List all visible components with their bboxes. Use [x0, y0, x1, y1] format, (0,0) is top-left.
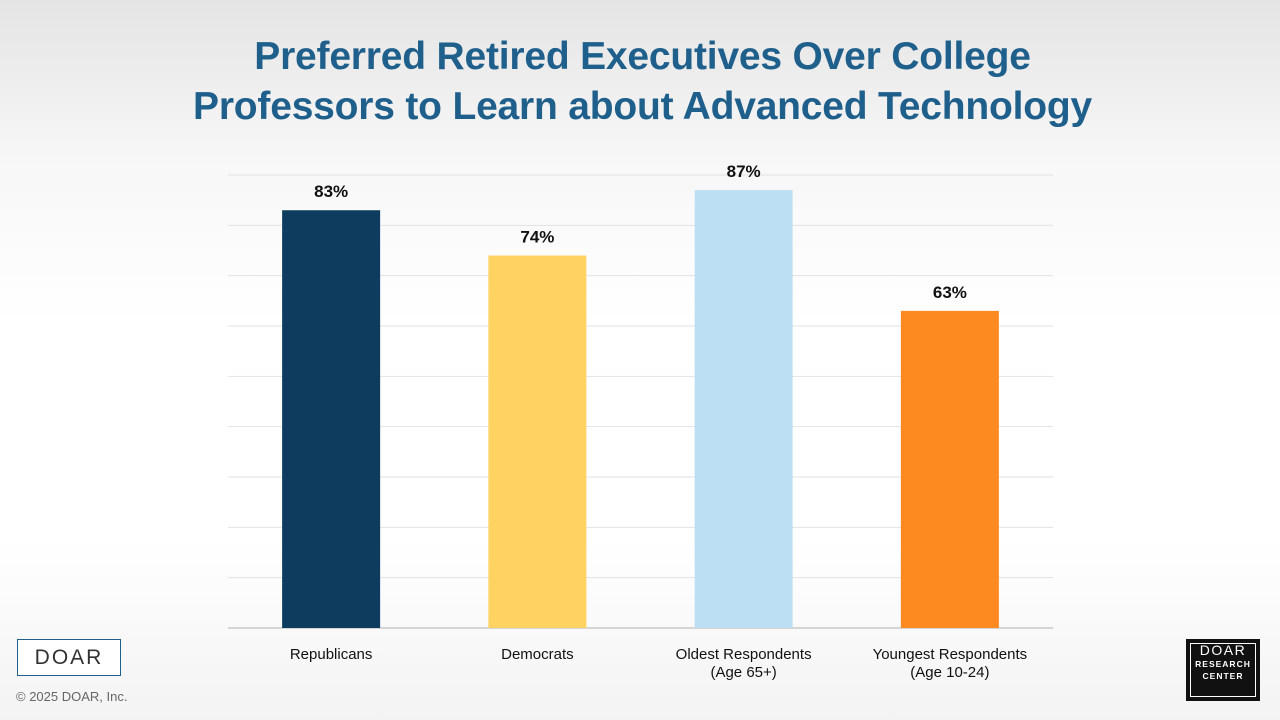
bar-3: [694, 190, 793, 628]
doar-research-center-logo: DOAR RESEARCH CENTER: [1186, 639, 1260, 701]
doar-logo: DOAR: [17, 639, 121, 676]
category-label-2: Democrats: [501, 646, 574, 663]
category-label-4-line-2: (Age 10-24): [910, 664, 989, 681]
category-label-3-line-2: (Age 65+): [710, 664, 776, 681]
bar-1: [282, 210, 381, 628]
chart-title-line-1: Preferred Retired Executives Over Colleg…: [254, 35, 1031, 78]
chart-title: Preferred Retired Executives Over Colleg…: [140, 32, 1145, 132]
badge-line-3: CENTER: [1202, 671, 1244, 681]
category-label-4: Youngest Respondents: [873, 646, 1028, 663]
badge-line-2: RESEARCH: [1195, 659, 1251, 669]
copyright-text: © 2025 DOAR, Inc.: [16, 689, 128, 704]
category-label-1: Republicans: [290, 646, 373, 663]
doar-logo-text: DOAR: [34, 645, 104, 669]
bar-2: [488, 255, 587, 629]
chart-title-line-2: Professors to Learn about Advanced Techn…: [193, 85, 1092, 128]
data-label-2: 74%: [520, 228, 554, 247]
data-label-3: 87%: [727, 162, 761, 181]
data-label-4: 63%: [933, 283, 967, 302]
data-label-1: 83%: [314, 182, 348, 201]
badge-line-1: DOAR: [1199, 642, 1247, 658]
category-label-3: Oldest Respondents: [676, 646, 812, 663]
bar-4: [900, 310, 999, 628]
